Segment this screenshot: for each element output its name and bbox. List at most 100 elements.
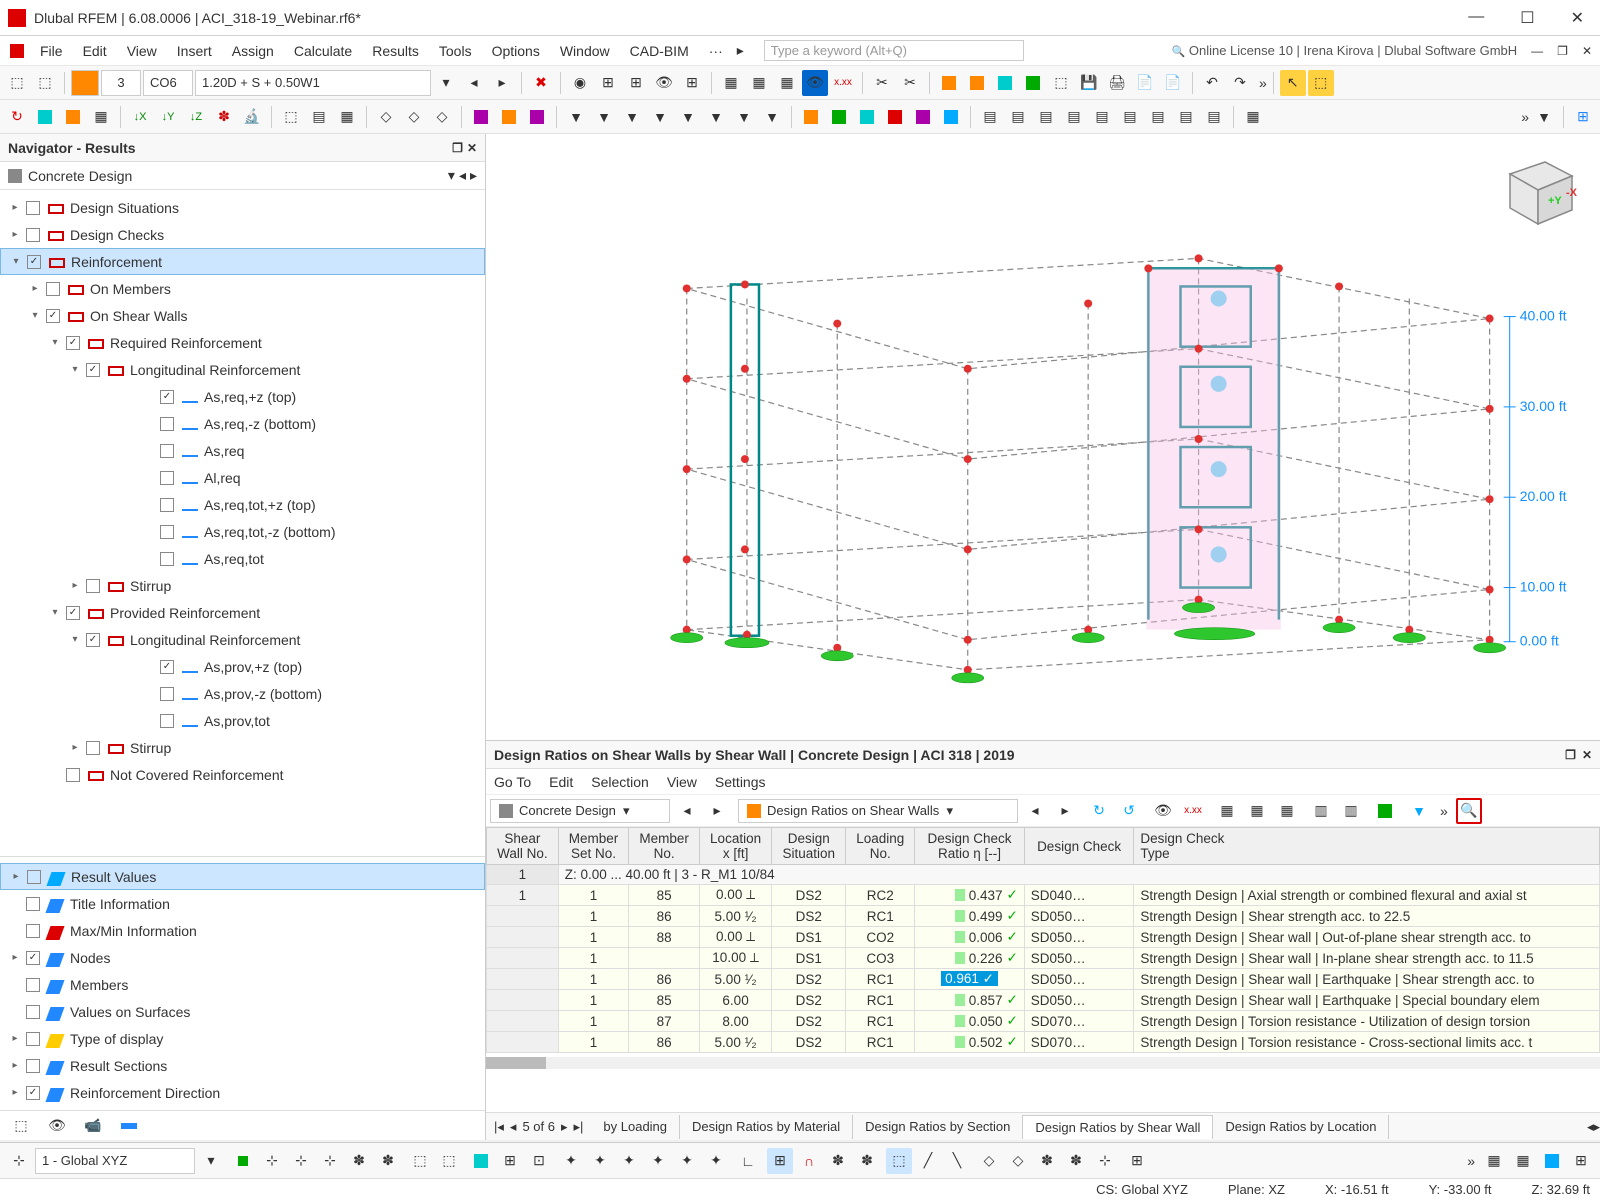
bt-view-1-icon[interactable]: ⊞ (1124, 1148, 1150, 1174)
table-row[interactable]: 11850.00 ⟂DS2RC2 0.437 ✓SD040…Strength D… (487, 885, 1600, 906)
tree-item[interactable]: As,req (0, 437, 485, 464)
menu-more[interactable]: ··· (699, 39, 733, 63)
results-menu-go-to[interactable]: Go To (494, 774, 531, 790)
export-1-icon[interactable] (936, 70, 962, 96)
tab-design-ratios-by-material[interactable]: Design Ratios by Material (680, 1115, 853, 1139)
grid-header[interactable]: MemberNo. (629, 828, 700, 865)
bt-draw-4-icon[interactable]: ✽ (1063, 1148, 1089, 1174)
tool-open-icon[interactable]: ⬚ (32, 70, 58, 96)
mdi-minimize[interactable]: — (1527, 42, 1547, 60)
tree-item[interactable]: As,prov,tot (0, 707, 485, 734)
tree-item[interactable]: ▾Reinforcement (0, 248, 485, 275)
results-next-tbl-icon[interactable]: ▸ (1052, 798, 1078, 824)
tree-item[interactable]: ▾Longitudinal Reinforcement (0, 356, 485, 383)
highlight-1-icon[interactable]: ↖ (1280, 70, 1306, 96)
extra-1-icon[interactable]: ▦ (1240, 104, 1266, 130)
cube-3-icon[interactable]: ▦ (88, 104, 114, 130)
tabs-next-icon[interactable]: ▸ (561, 1119, 568, 1135)
minimize-button[interactable]: — (1460, 4, 1492, 32)
load-5-icon[interactable]: ▼ (675, 104, 701, 130)
rt-table-2-icon[interactable]: ▦ (1244, 798, 1270, 824)
rt-graph-icon[interactable] (1372, 798, 1398, 824)
rt-eye-icon[interactable]: 👁 (1150, 798, 1176, 824)
toggle-results-icon[interactable]: 👁 (802, 70, 828, 96)
grid-header[interactable]: Locationx [ft] (699, 828, 771, 865)
bt-line-1-icon[interactable]: ╱ (915, 1148, 941, 1174)
axis-y-icon[interactable]: ↓Y (155, 104, 181, 130)
nav-icon-eye[interactable]: 👁 (44, 1113, 70, 1139)
navigator-pin-icon[interactable]: ❐ (452, 141, 463, 155)
globe-icon[interactable] (1020, 70, 1046, 96)
view-4-icon[interactable]: 👁 (651, 70, 677, 96)
tab-by-loading[interactable]: by Loading (591, 1115, 680, 1139)
nav-icon-flag[interactable] (116, 1113, 142, 1139)
load-case-code[interactable]: CO6 (143, 70, 193, 96)
bt-10-icon[interactable]: ⊞ (497, 1148, 523, 1174)
bt-ortho-icon[interactable]: ⬚ (886, 1148, 912, 1174)
model-icon[interactable]: ⬚ (1048, 70, 1074, 96)
tree-item[interactable]: As,req,+z (top) (0, 383, 485, 410)
print-icon[interactable]: 🖨 (1104, 70, 1130, 96)
tab-design-ratios-by-section[interactable]: Design Ratios by Section (853, 1115, 1023, 1139)
table-row[interactable]: 1856.00DS2RC1 0.857 ✓SD050…Strength Desi… (487, 990, 1600, 1011)
result-4-icon[interactable]: ▤ (1061, 104, 1087, 130)
bt-11-icon[interactable]: ⊡ (526, 1148, 552, 1174)
highlight-2-icon[interactable]: ⬚ (1308, 70, 1334, 96)
grid-1-icon[interactable]: ▦ (718, 70, 744, 96)
load-6-icon[interactable]: ▼ (703, 104, 729, 130)
cube-2-icon[interactable] (60, 104, 86, 130)
bt-7-icon[interactable]: ⬚ (407, 1148, 433, 1174)
load-7-icon[interactable]: ▼ (731, 104, 757, 130)
nav-icon-camera[interactable]: 📹 (80, 1113, 106, 1139)
result-3-icon[interactable]: ▤ (1033, 104, 1059, 130)
grid-header[interactable]: ShearWall No. (487, 828, 559, 865)
shape-3-icon[interactable]: ◇ (429, 104, 455, 130)
menu-view[interactable]: View (117, 39, 167, 63)
results-close-icon[interactable]: ✕ (1582, 748, 1592, 762)
bt-1-icon[interactable] (230, 1148, 256, 1174)
tree-item[interactable]: Al,req (0, 464, 485, 491)
bt-14-icon[interactable]: ✦ (616, 1148, 642, 1174)
keyword-search-input[interactable]: Type a keyword (Alt+Q) (764, 40, 1024, 61)
tabs-scroll-right-icon[interactable]: ▸ (1593, 1119, 1600, 1135)
color-1-icon[interactable] (798, 104, 824, 130)
color-2-icon[interactable] (826, 104, 852, 130)
view-3-icon[interactable]: ⊞ (623, 70, 649, 96)
grid-header[interactable]: Design CheckRatio η [--] (915, 828, 1025, 865)
results-menu-view[interactable]: View (667, 774, 697, 790)
menu-edit[interactable]: Edit (73, 39, 117, 63)
lower-item[interactable]: ▸Result Sections (0, 1052, 485, 1079)
tree-item[interactable]: ▸Design Situations (0, 194, 485, 221)
model-view[interactable]: 40.00 ft30.00 ft20.00 ft10.00 ft0.00 ft … (486, 134, 1600, 740)
navigator-close-icon[interactable]: ✕ (467, 141, 477, 155)
nav-icon-1[interactable]: ⬚ (8, 1113, 34, 1139)
menu-window[interactable]: Window (550, 39, 620, 63)
bt-snap-1-icon[interactable]: ✽ (825, 1148, 851, 1174)
lower-item[interactable]: Members (0, 971, 485, 998)
bt-draw-3-icon[interactable]: ✽ (1034, 1148, 1060, 1174)
coordinate-system-combo[interactable]: 1 - Global XYZ (35, 1148, 195, 1174)
bt-end-2-icon[interactable]: ▦ (1510, 1148, 1536, 1174)
bt-end-4-icon[interactable]: ⊞ (1568, 1148, 1594, 1174)
cube-1-icon[interactable] (32, 104, 58, 130)
color-6-icon[interactable] (938, 104, 964, 130)
bt-17-icon[interactable]: ✦ (703, 1148, 729, 1174)
export-2-icon[interactable] (964, 70, 990, 96)
category-prev-icon[interactable]: ◂ (459, 167, 466, 184)
report-1-icon[interactable]: 📄 (1132, 70, 1158, 96)
bt-magnet-icon[interactable]: ∩ (796, 1148, 822, 1174)
lower-item[interactable]: ▸Reinforcement Direction (0, 1079, 485, 1106)
load-1-icon[interactable]: ▼ (563, 104, 589, 130)
menu-calculate[interactable]: Calculate (284, 39, 362, 63)
load-case-number[interactable]: 3 (101, 70, 141, 96)
results-menu-edit[interactable]: Edit (549, 774, 573, 790)
grid-header[interactable]: Design CheckType (1134, 828, 1600, 865)
bt-end-3-icon[interactable] (1539, 1148, 1565, 1174)
rt-xxx-icon[interactable]: x.xx (1180, 798, 1206, 824)
microscope-icon[interactable]: 🔬 (239, 104, 265, 130)
result-5-icon[interactable]: ▤ (1089, 104, 1115, 130)
lower-item[interactable]: ▸Nodes (0, 944, 485, 971)
lower-item[interactable]: Title Information (0, 890, 485, 917)
grid-header[interactable]: LoadingNo. (846, 828, 915, 865)
clip-1-icon[interactable]: ✂ (869, 70, 895, 96)
